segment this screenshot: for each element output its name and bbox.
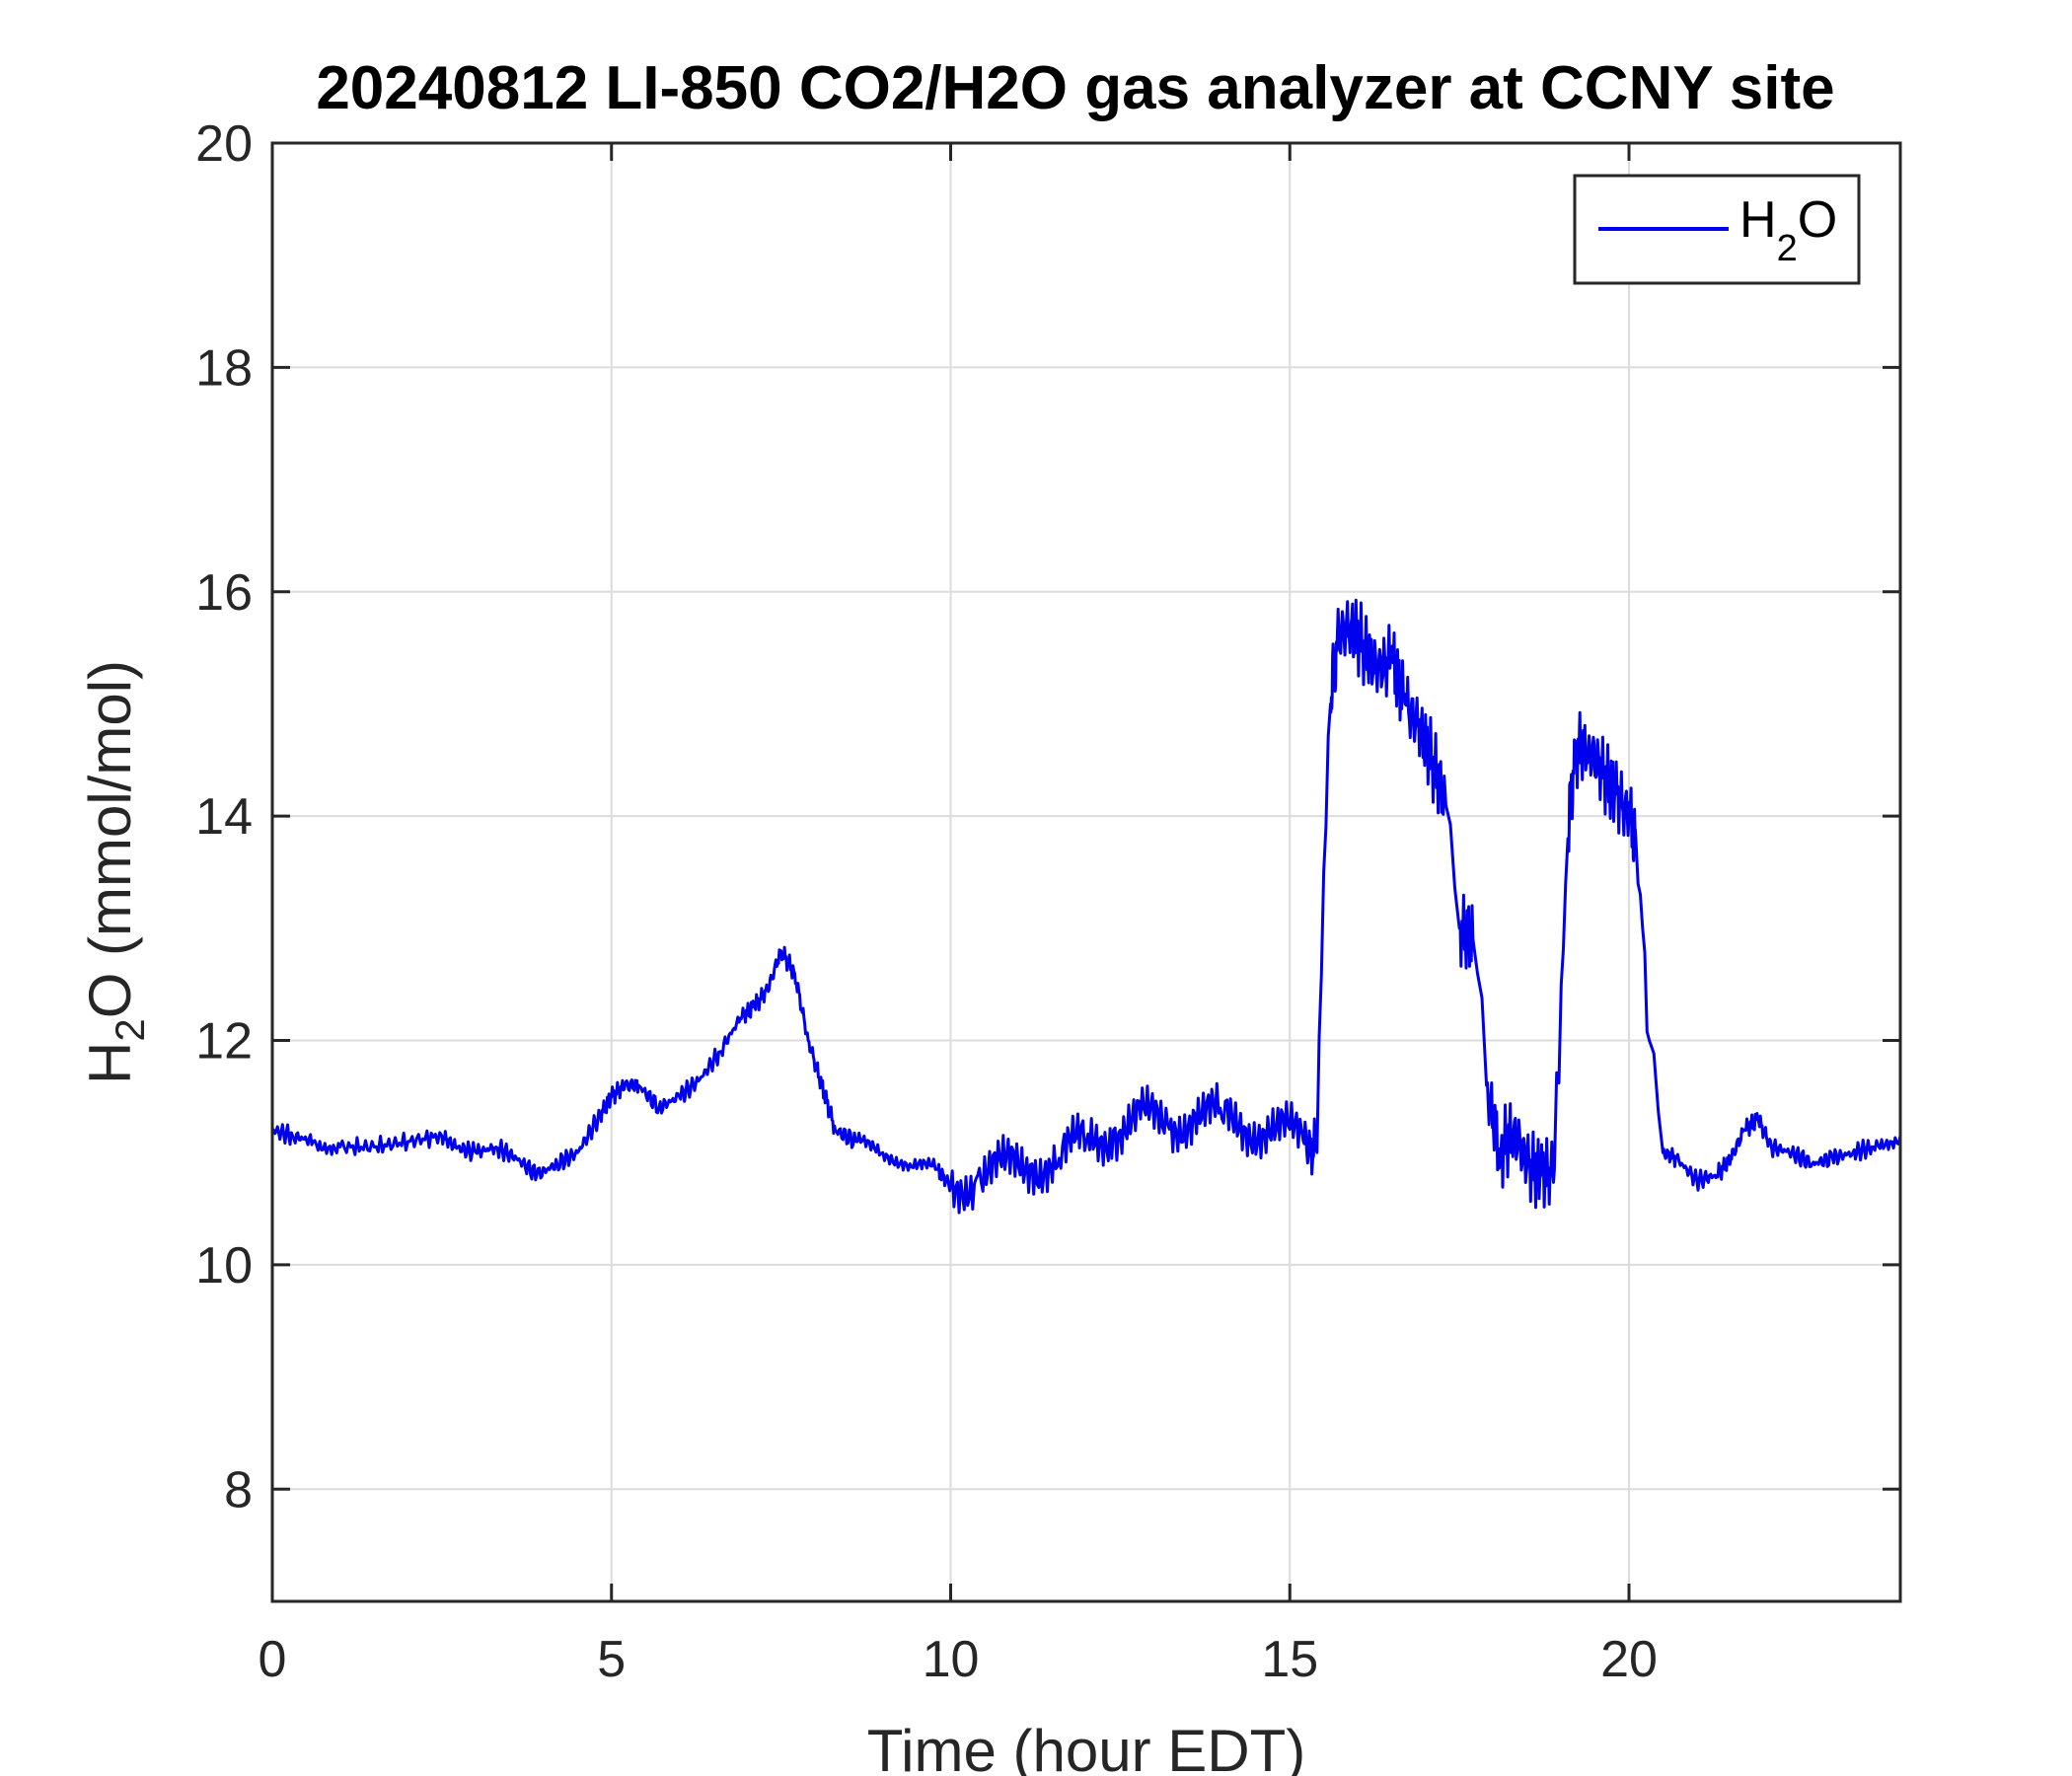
legend-entry-rest: O	[1798, 191, 1837, 249]
x-axis-label: Time (hour EDT)	[867, 1718, 1306, 1776]
grid-lines	[272, 143, 1900, 1601]
y-tick-label: 16	[195, 564, 253, 622]
y-axis-label-subscript: 2	[107, 1018, 153, 1041]
x-tick-label: 15	[1261, 1631, 1318, 1688]
legend-entry: H2O	[1739, 191, 1837, 269]
legend-entry-main: H	[1739, 191, 1777, 249]
x-tick-label: 20	[1600, 1631, 1658, 1688]
y-tick-label: 18	[195, 339, 253, 397]
y-tick-label: 20	[195, 115, 253, 173]
y-axis-label: H2O (mmol/mol)	[77, 660, 153, 1084]
x-tick-labels: 0 5 10 15 20	[259, 1631, 1658, 1688]
y-tick-labels: 8 10 12 14 16 18 20	[195, 115, 253, 1518]
y-tick-label: 8	[224, 1461, 253, 1518]
y-tick-label: 10	[195, 1237, 253, 1295]
chart-title: 20240812 LI-850 CO2/H2O gas analyzer at …	[316, 54, 1834, 122]
plot-area-frame	[270, 141, 1902, 1603]
x-tick-label: 0	[259, 1631, 287, 1688]
series-layer	[271, 598, 1902, 1215]
series-line-h2o	[271, 598, 1902, 1215]
y-axis-label-rest: O (mmol/mol)	[77, 660, 143, 1018]
x-tick-label: 10	[923, 1631, 980, 1688]
y-tick-label: 14	[195, 788, 253, 846]
ticks	[270, 141, 1900, 1601]
y-axis-label-main: H	[77, 1042, 143, 1084]
legend-entry-subscript: 2	[1777, 228, 1798, 269]
x-tick-label: 5	[597, 1631, 626, 1688]
y-tick-label: 12	[195, 1013, 253, 1071]
legend: H2O	[1573, 174, 1861, 285]
